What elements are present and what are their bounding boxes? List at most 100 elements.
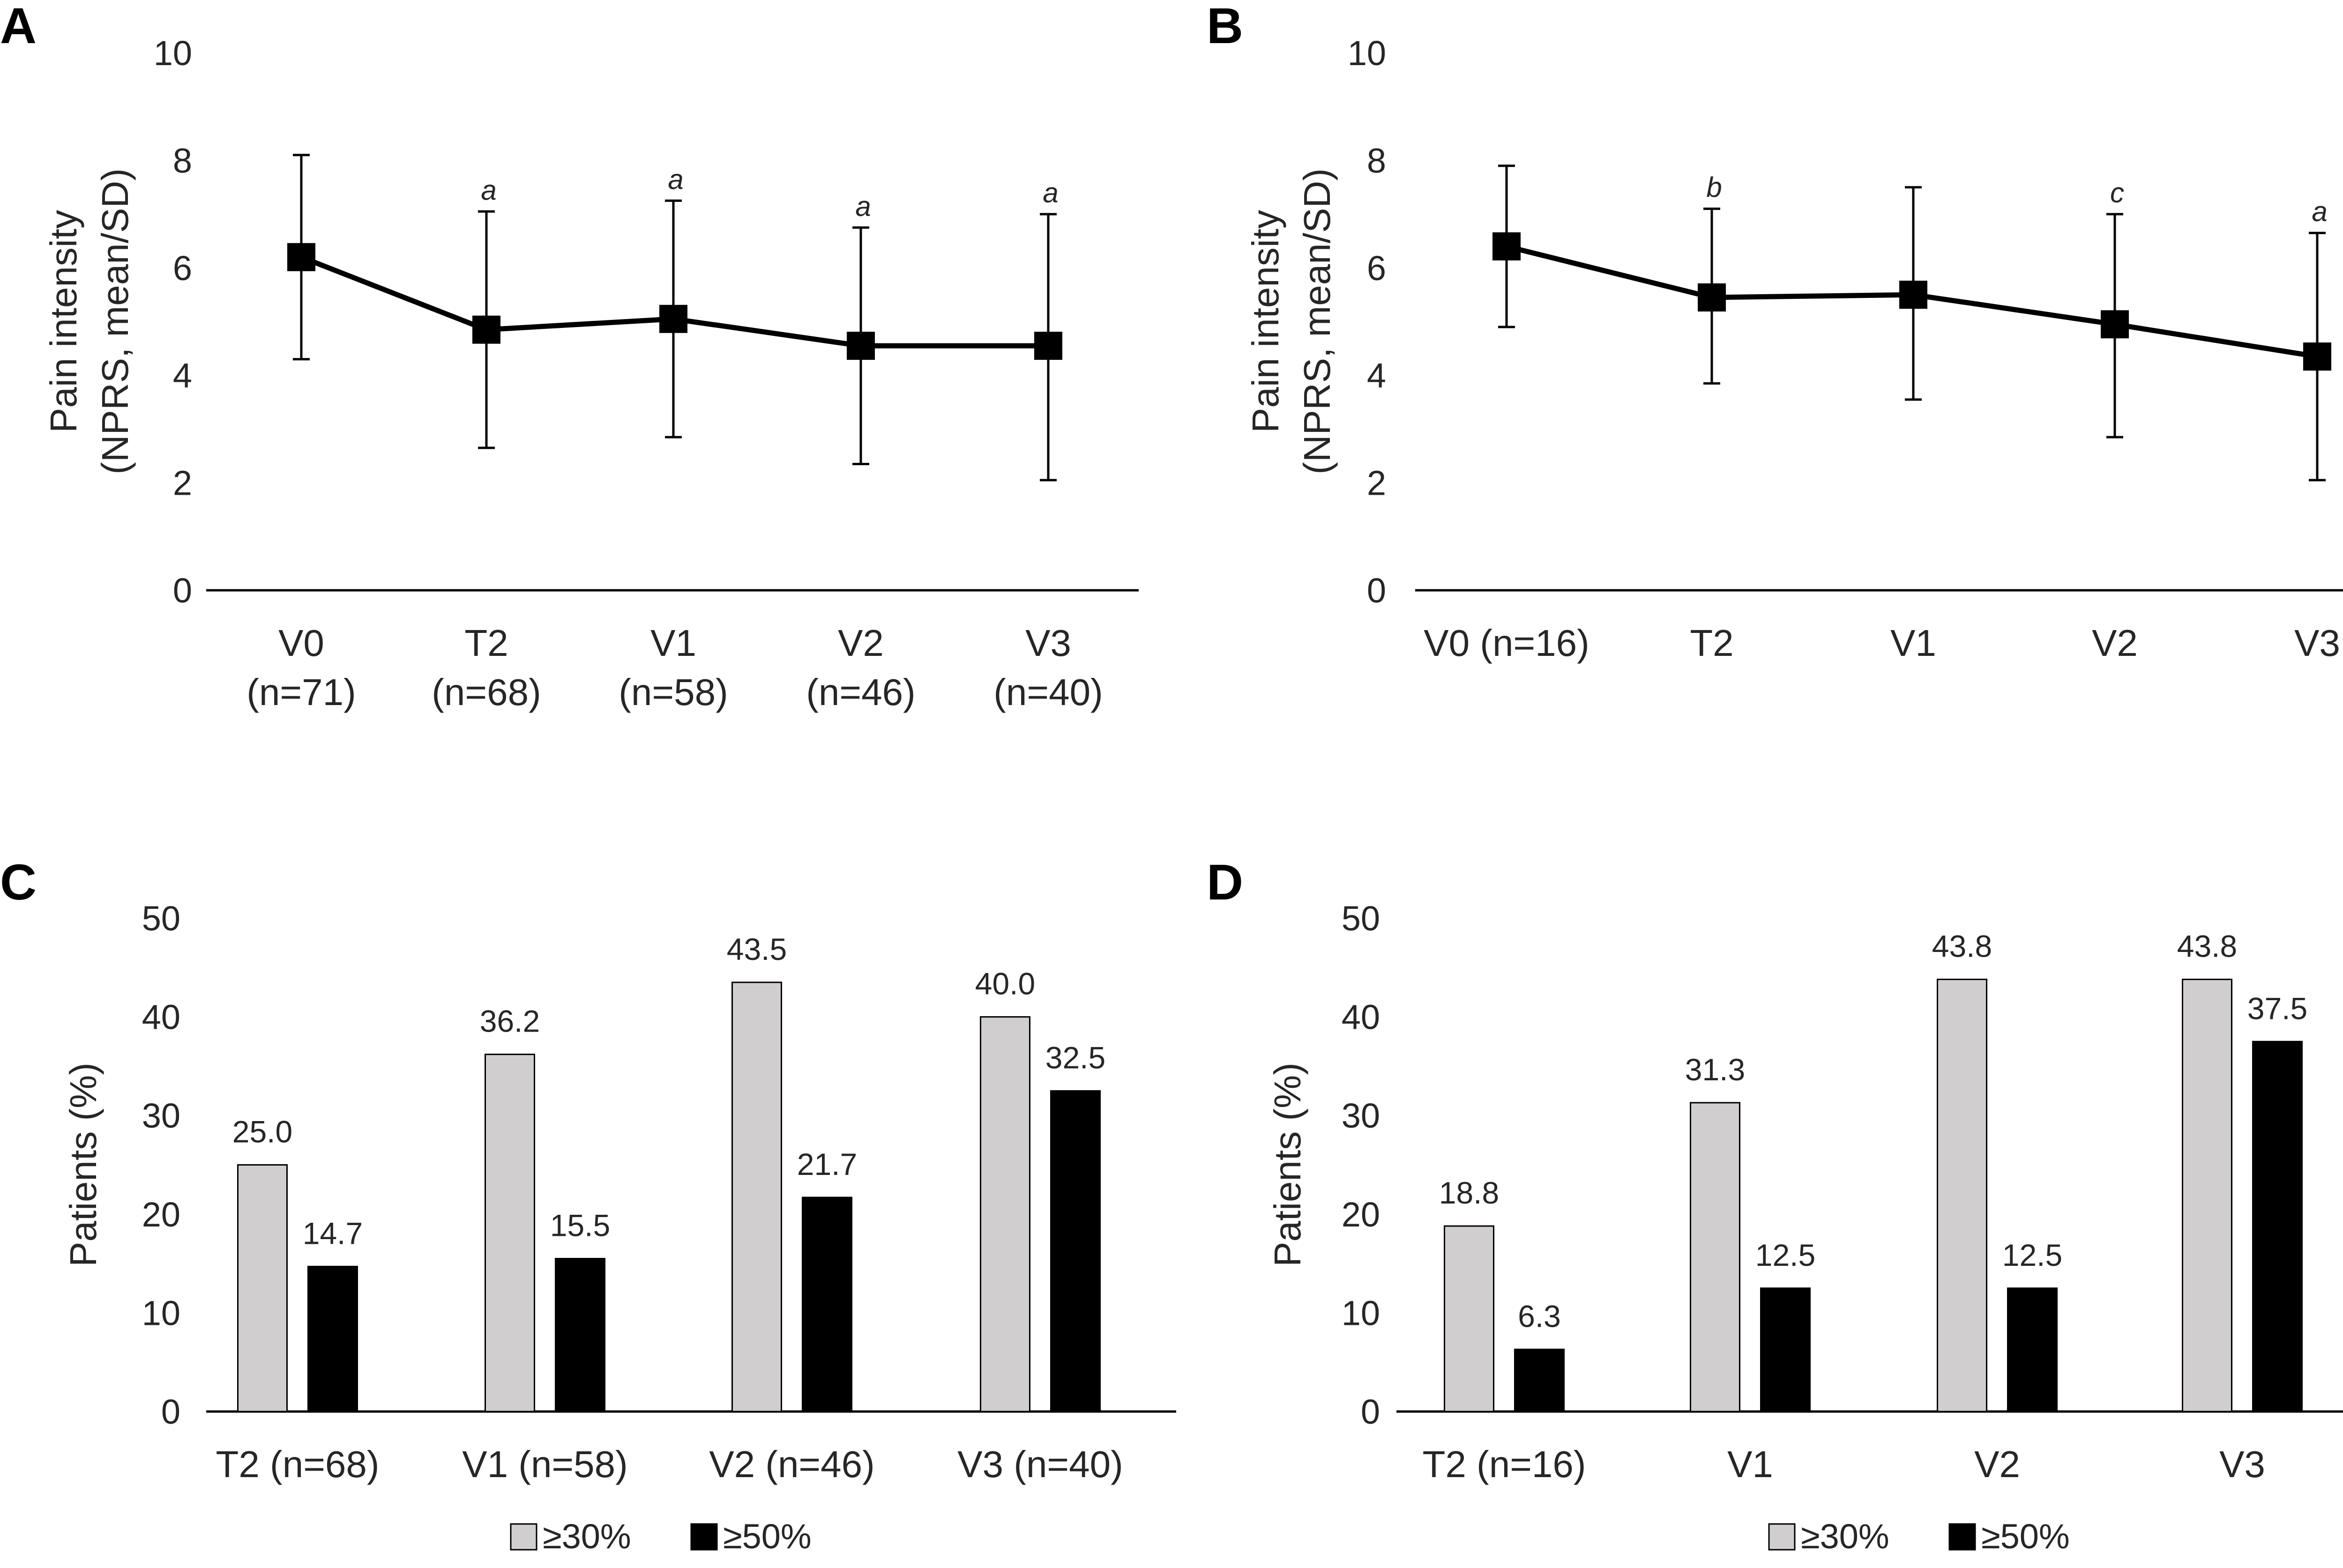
panel-d-bar-chart: 0 10 20 30 40 50 Patients (%) 18.8 6.3 T2 (n=16) 3… (1267, 899, 2343, 1556)
bar-50pct (2007, 1287, 2058, 1412)
bar-50pct (1050, 1090, 1101, 1412)
panel-a-line-chart: 0 2 4 6 8 10 Pain intensity (NPRS, mean/SD) a a a a… (43, 34, 1139, 713)
x-category-label: V1 (1890, 622, 1936, 664)
significance-annotation: a (1043, 177, 1058, 208)
x-category-n-label: (n=71) (246, 671, 356, 713)
data-point-marker (2101, 310, 2129, 339)
data-point-marker (1492, 232, 1521, 260)
significance-annotation: a (668, 163, 683, 195)
y-tick-label: 20 (1342, 1195, 1380, 1234)
data-label: 15.5 (550, 1208, 610, 1243)
data-label: 21.7 (797, 1147, 857, 1182)
y-tick-label: 30 (1342, 1096, 1380, 1135)
x-category-n-label: (n=46) (806, 671, 915, 713)
data-label: 43.8 (1932, 929, 1992, 964)
data-point-marker (847, 332, 875, 360)
x-category-label: V3 (2294, 622, 2340, 664)
y-tick-label: 6 (173, 249, 192, 288)
y-axis-label-units: (NPRS, mean/SD) (1296, 168, 1338, 474)
y-tick-label: 30 (142, 1096, 180, 1135)
bar-30pct (980, 1016, 1030, 1412)
data-label: 40.0 (975, 966, 1035, 1001)
x-category-label: V2 (1974, 1443, 2020, 1485)
x-category-n-label: (n=68) (432, 671, 541, 713)
legend-swatch (690, 1523, 718, 1551)
bar-30pct (1690, 1102, 1740, 1412)
significance-annotation: c (2110, 177, 2124, 208)
data-label: 43.5 (727, 932, 787, 966)
bar-30pct (2182, 979, 2232, 1412)
bar-30pct (1444, 1225, 1494, 1412)
legend-swatch (510, 1523, 537, 1551)
y-tick-label: 50 (1342, 899, 1380, 938)
y-axis-label: Pain intensity (1245, 210, 1286, 433)
y-tick-label: 0 (1367, 571, 1386, 610)
y-tick-label: 0 (173, 571, 192, 610)
x-category-label: V3 (2219, 1443, 2265, 1485)
data-label: 36.2 (480, 1004, 540, 1039)
panel-b-line-chart: 0 2 4 6 8 10 Pain intensity (NPRS, mean/SD) b c a V… (1245, 34, 2343, 664)
data-label: 25.0 (232, 1115, 292, 1149)
legend-label: ≥30% (543, 1517, 631, 1556)
data-point-marker (287, 243, 315, 271)
significance-annotation: a (481, 174, 496, 206)
data-label: 18.8 (1439, 1175, 1499, 1210)
y-tick-label: 2 (173, 464, 192, 503)
data-point-marker (1899, 281, 1927, 309)
data-label: 43.8 (2177, 929, 2237, 964)
data-label: 6.3 (1518, 1299, 1561, 1333)
y-tick-label: 2 (1367, 464, 1386, 503)
panel-c-bar-chart: 0 10 20 30 40 50 Patients (%) 25.0 14.7 T2 (n=68)… (62, 899, 1176, 1556)
x-category-label: V1 (650, 622, 696, 664)
data-point-marker (472, 315, 500, 344)
legend-label: ≥50% (723, 1517, 812, 1556)
panel-label-c: C (0, 854, 37, 910)
bar-30pct (485, 1054, 535, 1412)
y-axis-label: Pain intensity (43, 210, 84, 433)
x-category-label: V2 (2092, 622, 2138, 664)
y-tick-label: 10 (154, 34, 192, 73)
bar-30pct (731, 981, 782, 1412)
bar-50pct (2252, 1040, 2303, 1412)
y-axis-label: Patients (%) (1267, 1063, 1308, 1267)
data-point-marker (2303, 342, 2331, 371)
data-label: 12.5 (1755, 1238, 1815, 1272)
x-category-n-label: (n=58) (619, 671, 728, 713)
y-tick-label: 6 (1367, 249, 1386, 288)
legend-swatch (1768, 1523, 1796, 1551)
x-category-label: T2 (1690, 622, 1733, 664)
bar-30pct (237, 1164, 288, 1412)
y-tick-label: 40 (142, 998, 180, 1037)
bar-50pct (802, 1196, 852, 1412)
bar-50pct (555, 1258, 605, 1412)
y-tick-label: 10 (142, 1293, 180, 1332)
x-category-label: V2 (838, 622, 884, 664)
significance-annotation: a (855, 191, 871, 222)
x-category-label: V1 (n=58) (462, 1443, 628, 1485)
y-tick-label: 0 (161, 1392, 180, 1431)
y-tick-label: 8 (1367, 141, 1386, 180)
data-label: 37.5 (2247, 991, 2307, 1026)
panel-label-b: B (1207, 0, 1243, 54)
data-label: 31.3 (1685, 1052, 1745, 1087)
x-category-label: V0 (n=16) (1424, 622, 1589, 664)
x-category-label: T2 (n=16) (1422, 1443, 1586, 1485)
data-point-marker (659, 305, 687, 333)
y-tick-label: 4 (173, 356, 192, 395)
x-category-label: T2 (n=68) (216, 1443, 379, 1485)
data-label: 12.5 (2002, 1238, 2062, 1272)
x-category-label: V3 (n=40) (957, 1443, 1123, 1485)
bar-30pct (1937, 979, 1987, 1412)
data-label: 14.7 (303, 1216, 363, 1250)
panel-label-d: D (1207, 854, 1243, 910)
y-tick-label: 0 (1361, 1392, 1380, 1431)
x-category-label: T2 (464, 622, 508, 664)
y-tick-label: 20 (142, 1195, 180, 1234)
y-tick-label: 4 (1367, 356, 1386, 395)
x-category-label: V3 (1025, 622, 1071, 664)
legend-swatch (1948, 1523, 1976, 1551)
y-axis-label: Patients (%) (62, 1063, 104, 1267)
data-point-marker (1698, 283, 1726, 312)
y-tick-label: 8 (173, 141, 192, 180)
